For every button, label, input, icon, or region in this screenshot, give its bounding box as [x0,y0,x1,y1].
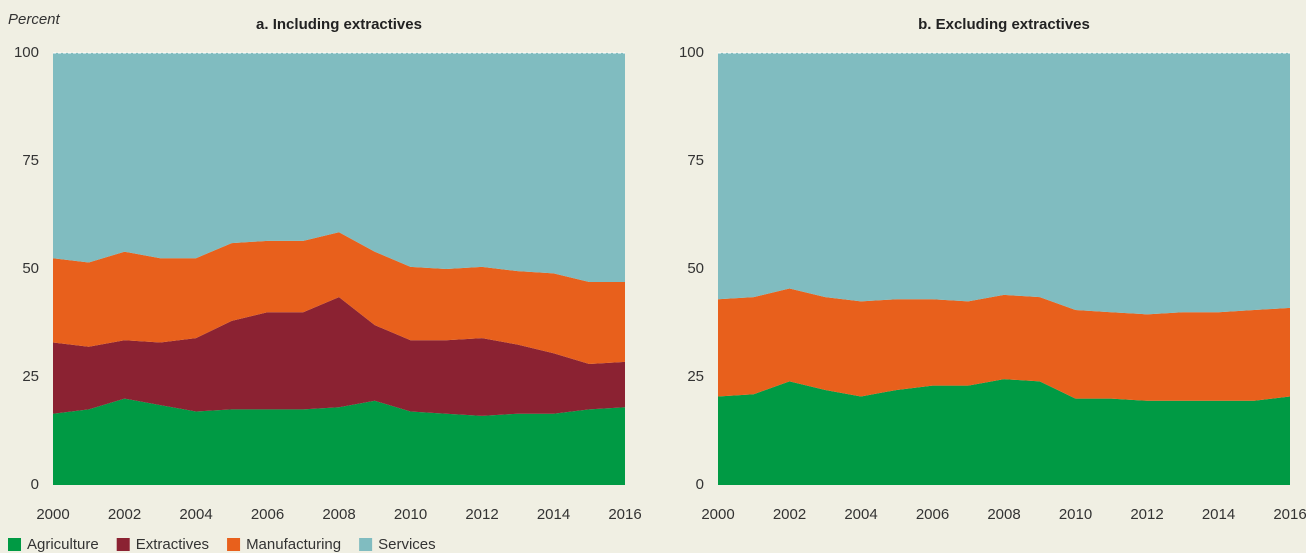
legend-label: Services [378,536,436,553]
x-tick-label: 2016 [608,506,641,523]
legend-swatch [359,538,373,551]
legend-swatch [227,538,241,551]
chart-title: b. Excluding extractives [918,16,1090,33]
x-tick-label: 2014 [1202,506,1235,523]
y-tick-label: 25 [687,368,704,385]
area [53,297,625,416]
y-axis-label: Percent [8,11,61,28]
x-tick-label: 2008 [987,506,1020,523]
y-tick-label: 0 [31,476,39,493]
y-tick-label: 25 [22,368,39,385]
x-tick-label: 2000 [701,506,734,523]
x-tick-label: 2002 [773,506,806,523]
area [53,53,625,282]
y-tick-label: 75 [687,152,704,169]
x-tick-label: 2012 [1130,506,1163,523]
y-tick-label: 100 [679,44,704,61]
legend-swatch [8,538,21,551]
y-tick-label: 75 [22,152,39,169]
y-tick-label: 100 [14,44,39,61]
x-tick-label: 2016 [1273,506,1306,523]
legend-label: Extractives [136,536,209,553]
y-tick-label: 50 [687,260,704,277]
x-tick-label: 2010 [1059,506,1092,523]
x-tick-label: 2004 [844,506,877,523]
x-tick-label: 2006 [916,506,949,523]
x-tick-label: 2002 [108,506,141,523]
area [53,232,625,365]
y-tick-label: 50 [22,260,39,277]
x-tick-label: 2000 [36,506,69,523]
area [718,288,1290,401]
area [718,379,1290,485]
legend-label: Manufacturing [246,536,341,553]
x-tick-label: 2012 [465,506,498,523]
legend-swatch [116,538,130,551]
x-tick-label: 2004 [179,506,212,523]
area [53,398,625,485]
x-tick-label: 2014 [537,506,570,523]
x-tick-label: 2008 [322,506,355,523]
x-tick-label: 2006 [251,506,284,523]
legend-label: Agriculture [27,536,99,553]
area [718,53,1290,315]
y-tick-label: 0 [696,476,704,493]
x-tick-label: 2010 [394,506,427,523]
chart-title: a. Including extractives [256,16,422,33]
